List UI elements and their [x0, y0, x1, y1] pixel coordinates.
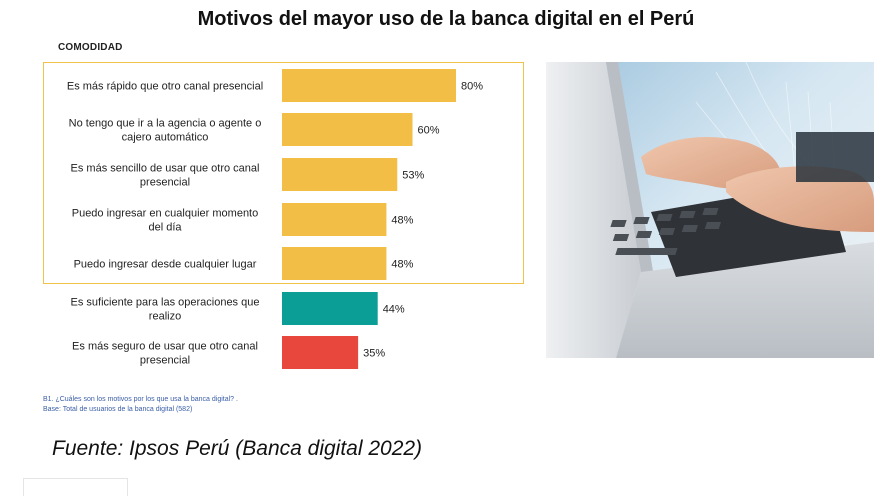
section-label: COMODIDAD	[58, 42, 123, 53]
bar-2	[282, 113, 413, 146]
category-label-1: Es más rápido que otro canal presencial	[67, 81, 263, 93]
chart-title: Motivos del mayor uso de la banca digita…	[197, 8, 695, 30]
bar-3	[282, 158, 398, 191]
survey-note: B1. ¿Cuáles son los motivos por los que …	[43, 395, 238, 414]
bar-5	[282, 247, 387, 280]
note-base: Base: Total de usuarios de la banca digi…	[43, 405, 193, 413]
bar-4	[282, 203, 387, 236]
note-question: B1. ¿Cuáles son los motivos por los que …	[43, 396, 238, 403]
value-label-6: 44%	[383, 304, 405, 316]
value-label-1: 80%	[461, 81, 483, 93]
bar-chart: 80% Es más rápido que otro canal presenci…	[67, 69, 483, 369]
comodidad-highlight-box	[43, 62, 524, 284]
category-label-3: Es más sencillo de usar que otro canal pr…	[71, 163, 260, 189]
bottom-tab-stub	[23, 478, 128, 496]
value-label-2: 60%	[418, 125, 440, 137]
category-label-5: Puedo ingresar desde cualquier lugar	[74, 259, 257, 271]
bar-1	[282, 69, 456, 102]
value-label-5: 48%	[391, 259, 413, 271]
source-caption: Fuente: Ipsos Perú (Banca digital 2022)	[52, 437, 423, 460]
category-label-6: Es suficiente para las operaciones que re…	[71, 297, 260, 323]
bar-7	[282, 336, 359, 369]
bar-6	[282, 292, 378, 325]
laptop-typing-image	[546, 62, 874, 358]
value-label-4: 48%	[391, 215, 413, 227]
category-label-4: Puedo ingresar en cualquier momento del d…	[72, 208, 259, 234]
value-label-3: 53%	[402, 170, 424, 182]
category-label-7: Es más seguro de usar que otro canal pres…	[72, 341, 258, 367]
value-label-7: 35%	[363, 348, 385, 360]
